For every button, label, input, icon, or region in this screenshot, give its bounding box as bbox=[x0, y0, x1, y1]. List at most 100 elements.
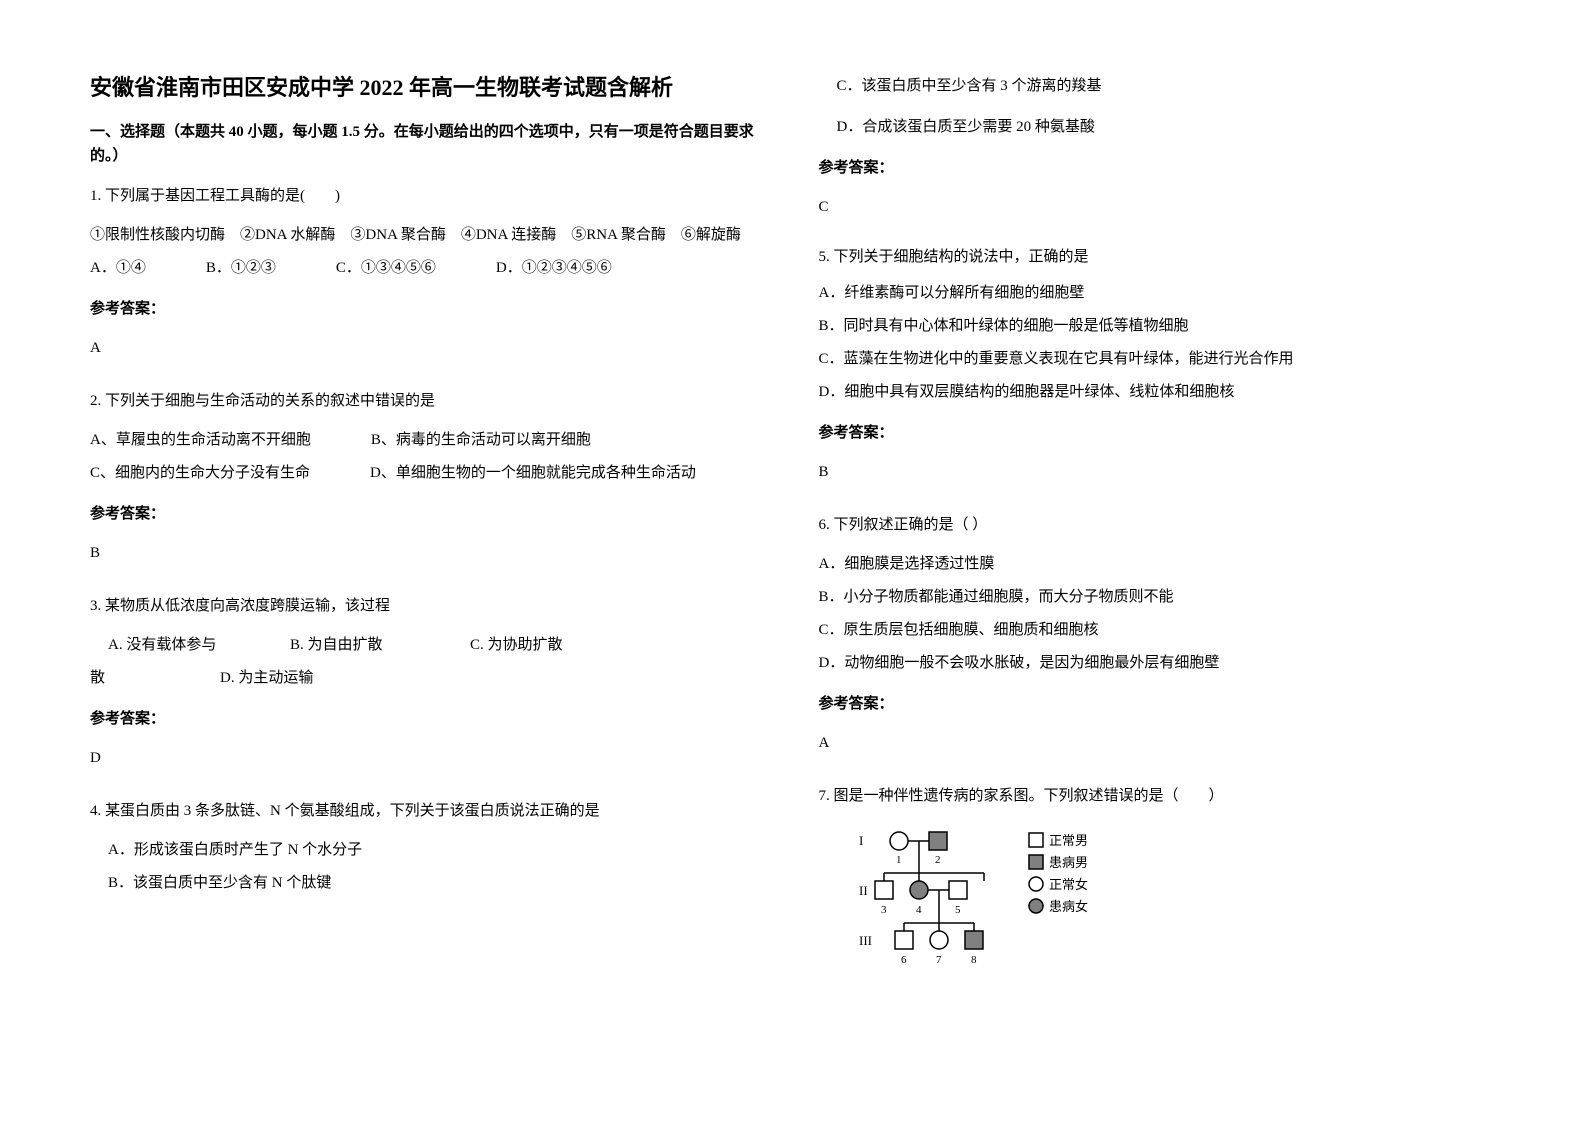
option-a: A．细胞膜是选择透过性膜 bbox=[819, 548, 1498, 581]
option-c: C．原生质层包括细胞膜、细胞质和细胞核 bbox=[819, 614, 1498, 647]
answer-value: C bbox=[819, 191, 1498, 224]
options: A、草履虫的生命活动离不开细胞 B、病毒的生命活动可以离开细胞 C、细胞内的生命… bbox=[90, 424, 769, 490]
option-c: C．该蛋白质中至少含有 3 个游离的羧基 bbox=[819, 70, 1498, 103]
individual-6-male bbox=[895, 931, 913, 949]
gen-label-3: III bbox=[859, 933, 872, 948]
options: C．该蛋白质中至少含有 3 个游离的羧基 D．合成该蛋白质至少需要 20 种氨基… bbox=[819, 70, 1498, 144]
question-4: 4. 某蛋白质由 3 条多肽链、N 个氨基酸组成，下列关于该蛋白质说法正确的是 … bbox=[90, 795, 769, 908]
page-title: 安徽省淮南市田区安成中学 2022 年高一生物联考试题含解析 bbox=[90, 70, 769, 102]
individual-7-female bbox=[930, 931, 948, 949]
legend-normal-female: 正常女 bbox=[1049, 877, 1088, 892]
answer-value: D bbox=[90, 742, 769, 775]
options: A．细胞膜是选择透过性膜 B．小分子物质都能通过细胞膜，而大分子物质则不能 C．… bbox=[819, 548, 1498, 680]
question-num: 7. bbox=[819, 788, 830, 804]
legend-normal-male-icon bbox=[1029, 833, 1043, 847]
question-num: 1. bbox=[90, 188, 101, 204]
question-4-cont: C．该蛋白质中至少含有 3 个游离的羧基 D．合成该蛋白质至少需要 20 种氨基… bbox=[819, 70, 1498, 236]
option-b: B. 为自由扩散 bbox=[290, 629, 470, 662]
question-num: 5. bbox=[819, 249, 830, 265]
question-text: 7. 图是一种伴性遗传病的家系图。下列叙述错误的是（ ） bbox=[819, 780, 1498, 813]
individual-1-female bbox=[890, 832, 908, 850]
question-5: 5. 下列关于细胞结构的说法中，正确的是 A．纤维素酶可以分解所有细胞的细胞壁 … bbox=[819, 244, 1498, 501]
answer-label: 参考答案： bbox=[90, 293, 769, 326]
pedigree-svg: I 1 2 II 3 4 5 bbox=[849, 823, 1209, 973]
option-c: C. 为协助扩散 bbox=[470, 629, 563, 662]
option-b: B．①②③ bbox=[206, 252, 276, 285]
individual-3-male bbox=[875, 881, 893, 899]
question-text: 5. 下列关于细胞结构的说法中，正确的是 bbox=[819, 244, 1498, 271]
option-c-cont: 散 bbox=[90, 662, 220, 695]
option-b: B、病毒的生命活动可以离开细胞 bbox=[371, 424, 591, 457]
gen-label-1: I bbox=[859, 833, 863, 848]
legend-normal-female-icon bbox=[1029, 877, 1043, 891]
option-d: D．合成该蛋白质至少需要 20 种氨基酸 bbox=[819, 111, 1498, 144]
question-sub: ①限制性核酸内切酶 ②DNA 水解酶 ③DNA 聚合酶 ④DNA 连接酶 ⑤RN… bbox=[90, 219, 769, 252]
gen-label-2: II bbox=[859, 883, 868, 898]
right-column: C．该蛋白质中至少含有 3 个游离的羧基 D．合成该蛋白质至少需要 20 种氨基… bbox=[819, 70, 1498, 1052]
question-body: 下列关于细胞结构的说法中，正确的是 bbox=[834, 249, 1089, 265]
question-1: 1. 下列属于基因工程工具酶的是( ) ①限制性核酸内切酶 ②DNA 水解酶 ③… bbox=[90, 180, 769, 377]
answer-value: B bbox=[90, 537, 769, 570]
label-5: 5 bbox=[955, 904, 961, 916]
answer-label: 参考答案： bbox=[90, 498, 769, 531]
option-b: B．该蛋白质中至少含有 N 个肽键 bbox=[90, 867, 769, 900]
option-a: A．纤维素酶可以分解所有细胞的细胞壁 bbox=[819, 277, 1498, 310]
option-d: D．动物细胞一般不会吸水胀破，是因为细胞最外层有细胞壁 bbox=[819, 647, 1498, 680]
answer-label: 参考答案： bbox=[819, 417, 1498, 450]
option-c: C．蓝藻在生物进化中的重要意义表现在它具有叶绿体，能进行光合作用 bbox=[819, 343, 1498, 376]
answer-value: B bbox=[819, 456, 1498, 489]
answer-label: 参考答案： bbox=[819, 688, 1498, 721]
legend-affected-male: 患病男 bbox=[1049, 855, 1088, 870]
option-d: D. 为主动运输 bbox=[220, 662, 313, 695]
options: A．纤维素酶可以分解所有细胞的细胞壁 B．同时具有中心体和叶绿体的细胞一般是低等… bbox=[819, 277, 1498, 409]
legend-affected-female: 患病女 bbox=[1049, 899, 1088, 914]
label-8: 8 bbox=[971, 954, 977, 966]
option-a: A．形成该蛋白质时产生了 N 个水分子 bbox=[90, 834, 769, 867]
answer-label: 参考答案： bbox=[819, 152, 1498, 185]
option-d: D．①②③④⑤⑥ bbox=[496, 252, 612, 285]
answer-value: A bbox=[90, 332, 769, 365]
question-3: 3. 某物质从低浓度向高浓度跨膜运输，该过程 A. 没有载体参与 B. 为自由扩… bbox=[90, 590, 769, 787]
question-num: 6. bbox=[819, 517, 830, 533]
legend-normal-male: 正常男 bbox=[1049, 833, 1088, 848]
section-header: 一、选择题（本题共 40 小题，每小题 1.5 分。在每小题给出的四个选项中，只… bbox=[90, 120, 769, 168]
pedigree-diagram: I 1 2 II 3 4 5 bbox=[849, 823, 1498, 986]
individual-8-male bbox=[965, 931, 983, 949]
question-num: 2. bbox=[90, 393, 101, 409]
question-body: 下列叙述正确的是（ ） bbox=[834, 517, 988, 533]
label-6: 6 bbox=[901, 954, 907, 966]
question-text: 6. 下列叙述正确的是（ ） bbox=[819, 509, 1498, 542]
label-7: 7 bbox=[936, 954, 942, 966]
individual-4-female bbox=[910, 881, 928, 899]
answer-value: A bbox=[819, 727, 1498, 760]
question-6: 6. 下列叙述正确的是（ ） A．细胞膜是选择透过性膜 B．小分子物质都能通过细… bbox=[819, 509, 1498, 772]
question-text: 1. 下列属于基因工程工具酶的是( ) bbox=[90, 180, 769, 213]
question-body: 某蛋白质由 3 条多肽链、N 个氨基酸组成，下列关于该蛋白质说法正确的是 bbox=[105, 803, 600, 819]
option-a: A、草履虫的生命活动离不开细胞 bbox=[90, 424, 311, 457]
question-body: 下列属于基因工程工具酶的是( ) bbox=[105, 188, 340, 204]
individual-2-male bbox=[929, 832, 947, 850]
options: A．①④ B．①②③ C．①③④⑤⑥ D．①②③④⑤⑥ bbox=[90, 252, 769, 285]
option-a: A. 没有载体参与 bbox=[90, 629, 290, 662]
question-text: 2. 下列关于细胞与生命活动的关系的叙述中错误的是 bbox=[90, 385, 769, 418]
label-2: 2 bbox=[935, 854, 941, 866]
option-c: C．①③④⑤⑥ bbox=[336, 252, 436, 285]
question-body: 某物质从低浓度向高浓度跨膜运输，该过程 bbox=[105, 598, 390, 614]
option-a: A．①④ bbox=[90, 252, 146, 285]
option-c: C、细胞内的生命大分子没有生命 bbox=[90, 457, 310, 490]
individual-5-male bbox=[949, 881, 967, 899]
left-column: 安徽省淮南市田区安成中学 2022 年高一生物联考试题含解析 一、选择题（本题共… bbox=[90, 70, 769, 1052]
legend-affected-male-icon bbox=[1029, 855, 1043, 869]
question-text: 3. 某物质从低浓度向高浓度跨膜运输，该过程 bbox=[90, 590, 769, 623]
question-num: 4. bbox=[90, 803, 101, 819]
label-3: 3 bbox=[881, 904, 887, 916]
legend-affected-female-icon bbox=[1029, 899, 1043, 913]
question-num: 3. bbox=[90, 598, 101, 614]
question-body: 下列关于细胞与生命活动的关系的叙述中错误的是 bbox=[105, 393, 435, 409]
label-4: 4 bbox=[916, 904, 922, 916]
question-body: 图是一种伴性遗传病的家系图。下列叙述错误的是（ ） bbox=[834, 788, 1224, 804]
options: A. 没有载体参与 B. 为自由扩散 C. 为协助扩散 散 D. 为主动运输 bbox=[90, 629, 769, 695]
option-d: D、单细胞生物的一个细胞就能完成各种生命活动 bbox=[370, 457, 696, 490]
answer-label: 参考答案： bbox=[90, 703, 769, 736]
label-1: 1 bbox=[896, 854, 902, 866]
